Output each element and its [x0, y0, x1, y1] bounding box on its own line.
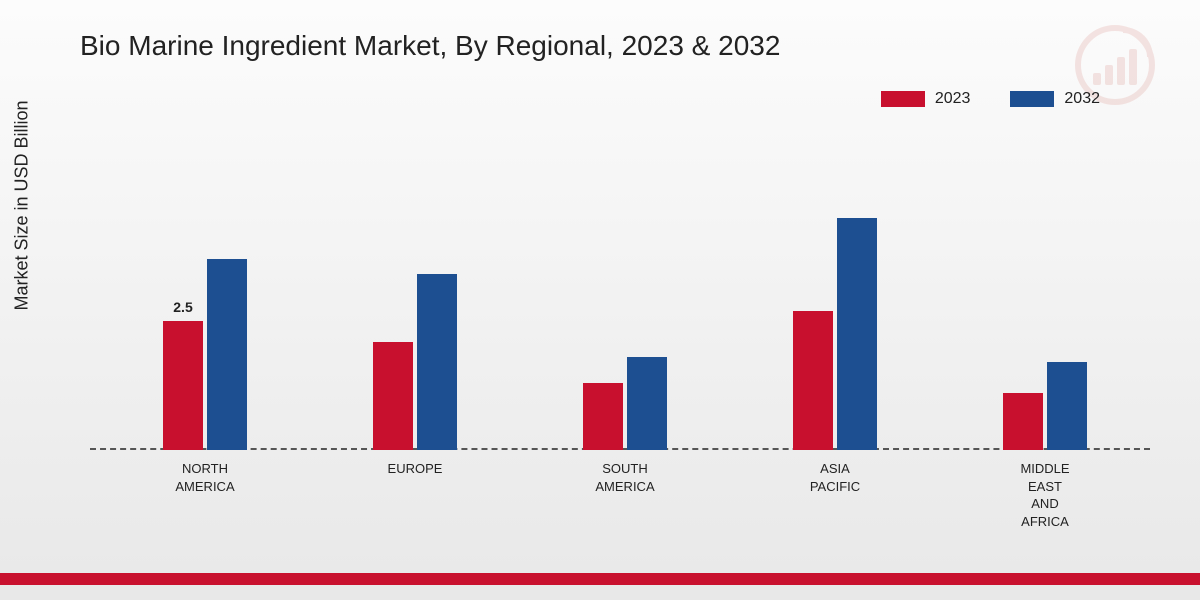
legend-label-2023: 2023	[935, 90, 971, 108]
bar-2023	[1003, 393, 1043, 450]
chart-legend: 2023 2032	[881, 90, 1100, 108]
category-label: ASIA PACIFIC	[810, 460, 860, 495]
bar-2023	[373, 342, 413, 451]
bar-2032	[417, 274, 457, 450]
bar-2023	[583, 383, 623, 450]
chart-plot-area: 2.5NORTH AMERICA EUROPE SOUTH AMERICA ASIA …	[90, 140, 1150, 450]
footer-accent-bar	[0, 573, 1200, 585]
legend-swatch-2032	[1010, 91, 1054, 107]
bar-2032	[627, 357, 667, 450]
bar-group: EUROPE	[355, 274, 475, 450]
category-label: EUROPE	[388, 460, 443, 478]
legend-item-2023: 2023	[881, 90, 971, 108]
bar-group: MIDDLE EAST AND AFRICA	[985, 362, 1105, 450]
bar-group: SOUTH AMERICA	[565, 357, 685, 450]
bar-2032	[207, 259, 247, 450]
legend-label-2032: 2032	[1064, 90, 1100, 108]
bar-group: 2.5NORTH AMERICA	[145, 259, 265, 450]
bar-2023: 2.5	[163, 321, 203, 450]
legend-swatch-2023	[881, 91, 925, 107]
bar-2032	[1047, 362, 1087, 450]
bar-group: ASIA PACIFIC	[775, 218, 895, 451]
category-label: NORTH AMERICA	[175, 460, 234, 495]
legend-item-2032: 2032	[1010, 90, 1100, 108]
category-label: SOUTH AMERICA	[595, 460, 654, 495]
bar-2023	[793, 311, 833, 451]
category-label: MIDDLE EAST AND AFRICA	[1020, 460, 1069, 530]
bar-2032	[837, 218, 877, 451]
bar-value-label: 2.5	[173, 299, 192, 315]
y-axis-label: Market Size in USD Billion	[12, 100, 33, 310]
chart-title: Bio Marine Ingredient Market, By Regiona…	[80, 30, 780, 62]
